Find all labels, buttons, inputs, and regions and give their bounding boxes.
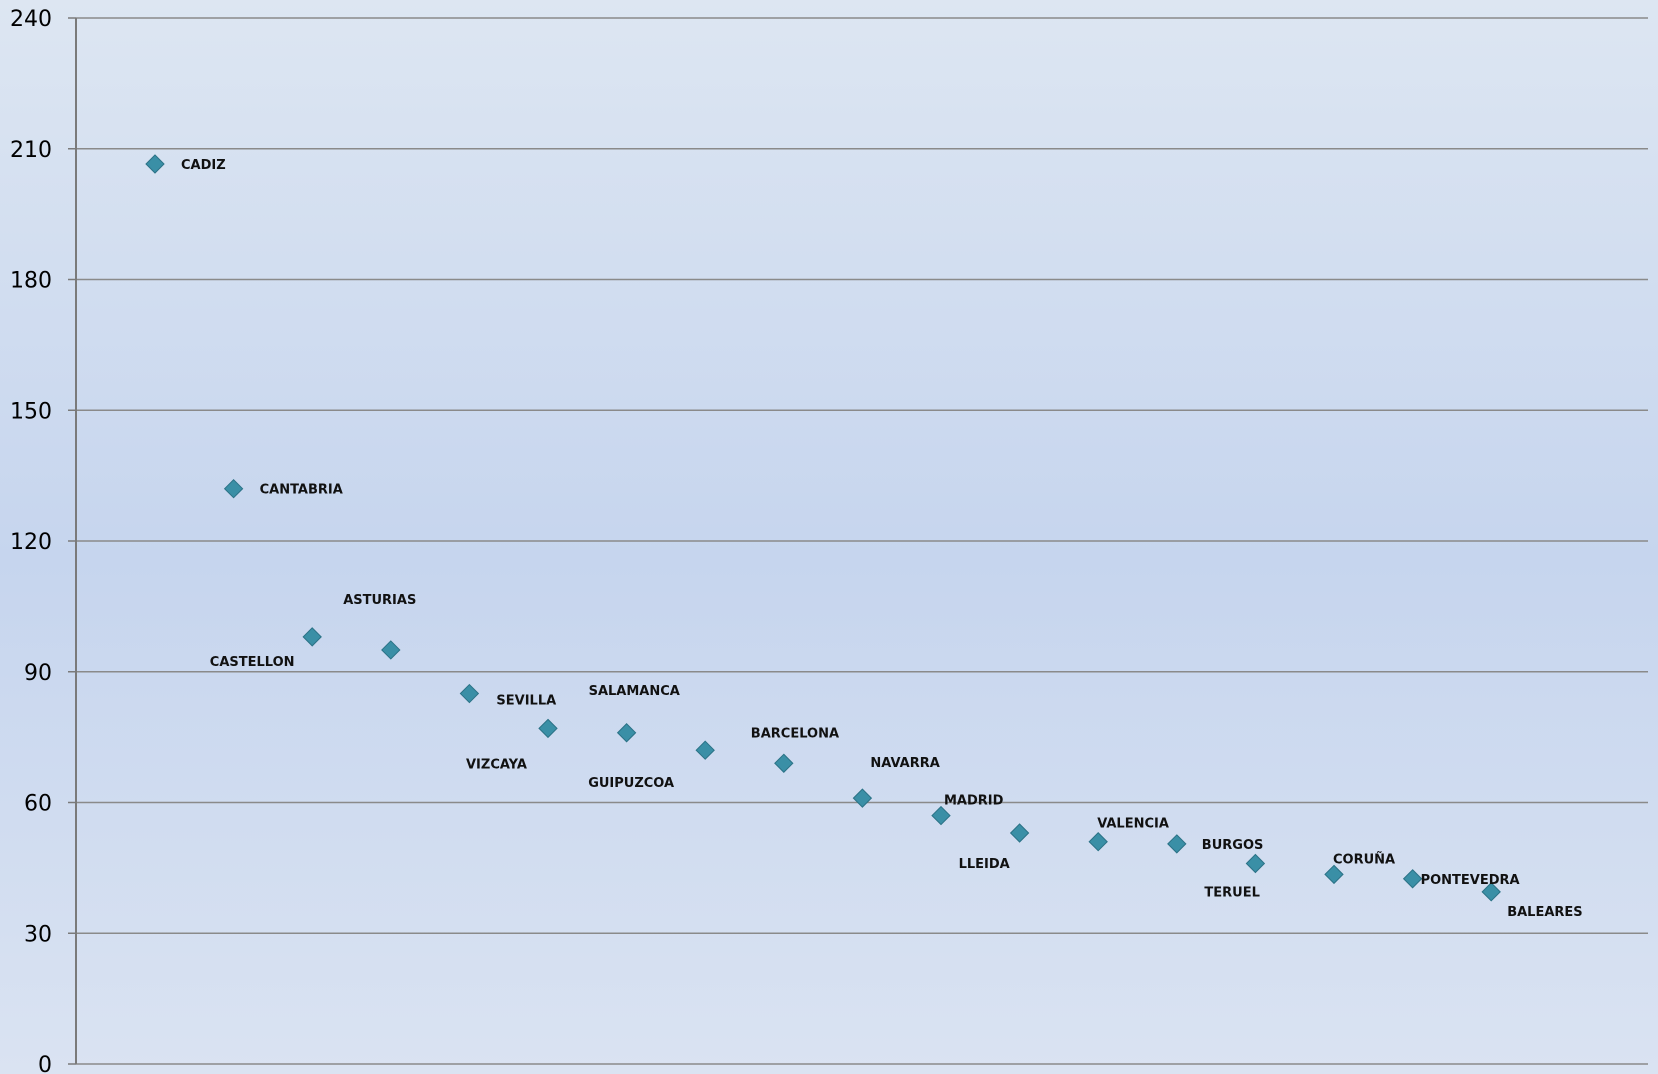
y-tick-label-0: 0 — [38, 1053, 52, 1074]
data-points — [145, 154, 1501, 902]
gridlines — [68, 17, 1648, 1065]
data-label-cantabria: CANTABRIA — [260, 483, 343, 498]
data-label-cadiz: CADIZ — [181, 158, 226, 173]
data-label-asturias: ASTURIAS — [343, 593, 416, 608]
data-label-vizcaya: VIZCAYA — [466, 757, 527, 772]
y-tick-label-60: 60 — [24, 792, 52, 817]
data-point-pontevedra — [1402, 869, 1423, 889]
data-label-salamanca: SALAMANCA — [589, 684, 680, 699]
data-label-sevilla: SEVILLA — [496, 694, 556, 709]
y-axis-tick-labels: 0 30 60 90 120 150 180 210 240 — [10, 7, 52, 1074]
y-tick-label-150: 150 — [10, 399, 52, 424]
data-point-navarra — [852, 788, 873, 808]
data-label-teruel: TERUEL — [1204, 886, 1259, 901]
data-label-baleares: BALEARES — [1507, 905, 1582, 920]
data-label-castellon: CASTELLON — [210, 655, 295, 670]
data-point-valencia — [1088, 832, 1108, 852]
data-point-cadiz — [145, 154, 165, 174]
data-point-coru-a — [1324, 864, 1344, 885]
data-label-navarra: NAVARRA — [870, 756, 939, 771]
data-point-vizcaya — [538, 718, 558, 739]
data-point-barcelona — [774, 753, 794, 773]
data-label-valencia: VALENCIA — [1097, 817, 1169, 832]
y-tick-label-240: 240 — [10, 7, 52, 32]
data-point-teruel — [1245, 853, 1266, 874]
data-point-asturias — [302, 627, 322, 647]
data-point-cantabria — [223, 478, 244, 499]
data-label-lleida: LLEIDA — [959, 857, 1010, 872]
y-tick-label-30: 30 — [24, 922, 52, 947]
data-label-barcelona: BARCELONA — [751, 726, 839, 741]
data-label-burgos: BURGOS — [1202, 838, 1264, 853]
data-point-baleares — [1481, 882, 1501, 902]
y-tick-label-180: 180 — [10, 269, 52, 294]
y-tick-label-120: 120 — [10, 530, 52, 555]
data-point-castellon — [381, 640, 401, 660]
data-label-pontevedra: PONTEVEDRA — [1421, 873, 1520, 888]
data-point-labels: CADIZ CANTABRIA ASTURIAS CASTELLON SEVILLA VI… — [181, 158, 1583, 920]
data-label-guipuzcoa: GUIPUZCOA — [588, 776, 674, 791]
data-point-madrid — [931, 805, 951, 826]
data-point-sevilla — [459, 683, 480, 704]
data-point-lleida — [1009, 823, 1030, 843]
data-point-guipuzcoa — [695, 740, 715, 760]
y-tick-label-90: 90 — [24, 661, 52, 686]
y-tick-label-210: 210 — [10, 138, 52, 163]
data-label-madrid: MADRID — [944, 794, 1004, 809]
data-point-burgos — [1167, 834, 1187, 854]
data-label-coru-a: CORUÑA — [1333, 851, 1395, 867]
data-point-salamanca — [616, 723, 637, 743]
